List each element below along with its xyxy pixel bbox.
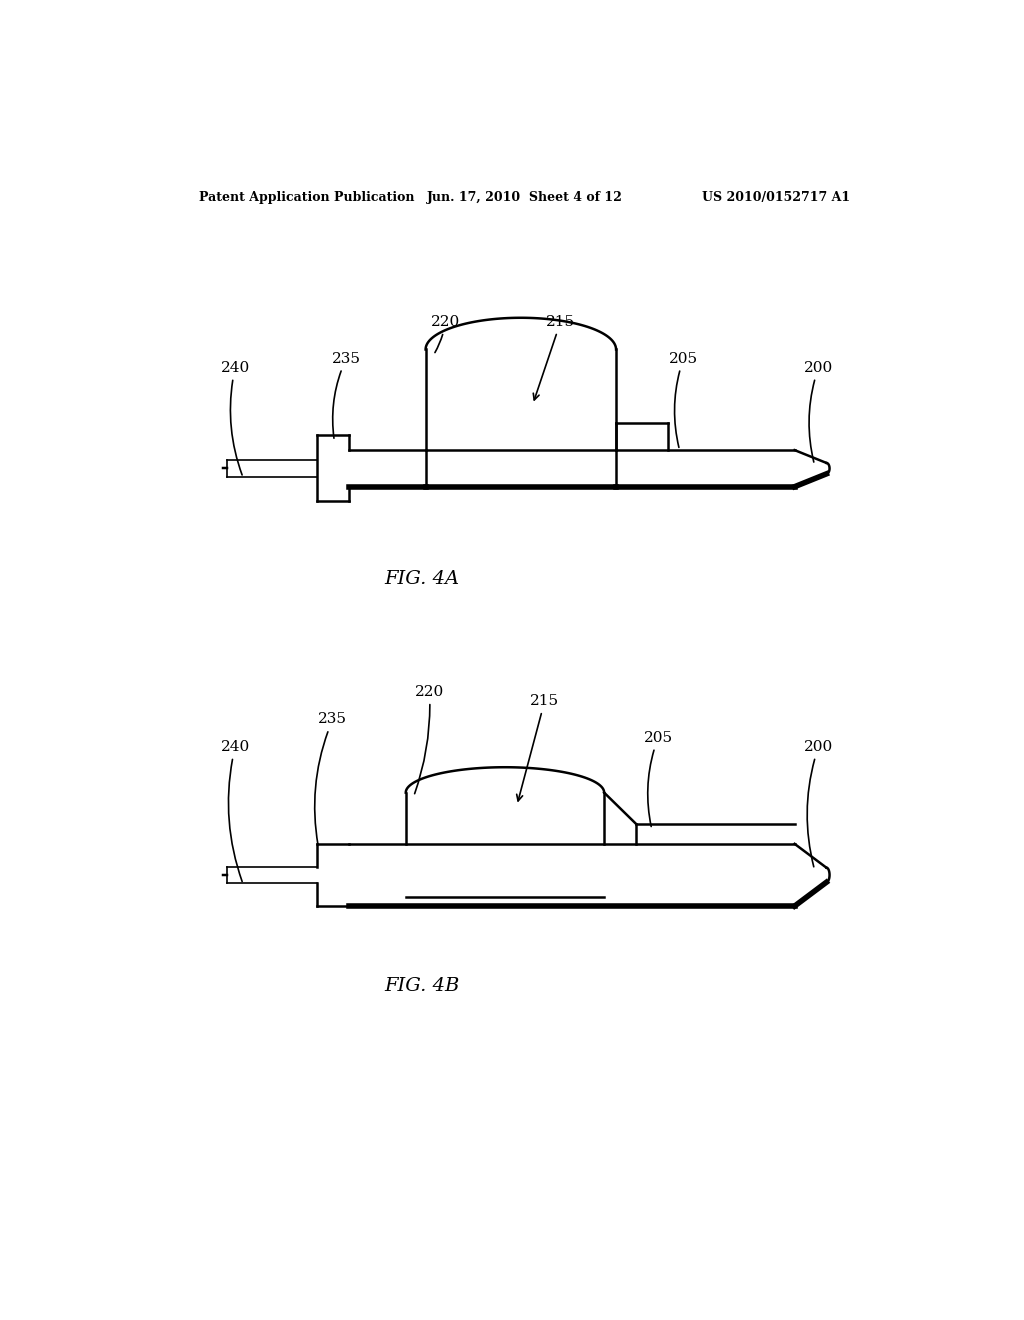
Text: 215: 215 — [534, 315, 575, 400]
Text: Patent Application Publication: Patent Application Publication — [200, 191, 415, 203]
Text: 240: 240 — [220, 360, 250, 475]
Text: 235: 235 — [332, 351, 360, 438]
Text: 205: 205 — [669, 351, 698, 447]
Text: 200: 200 — [804, 741, 834, 867]
Text: 215: 215 — [517, 694, 559, 801]
Text: 200: 200 — [804, 360, 834, 462]
Text: 240: 240 — [220, 741, 250, 882]
Text: Jun. 17, 2010  Sheet 4 of 12: Jun. 17, 2010 Sheet 4 of 12 — [427, 191, 623, 203]
Text: 220: 220 — [415, 685, 444, 793]
Text: 220: 220 — [431, 315, 460, 352]
Text: 205: 205 — [643, 731, 673, 826]
Text: 235: 235 — [314, 713, 347, 845]
Text: FIG. 4A: FIG. 4A — [384, 570, 459, 587]
Text: US 2010/0152717 A1: US 2010/0152717 A1 — [702, 191, 850, 203]
Text: FIG. 4B: FIG. 4B — [384, 977, 460, 994]
